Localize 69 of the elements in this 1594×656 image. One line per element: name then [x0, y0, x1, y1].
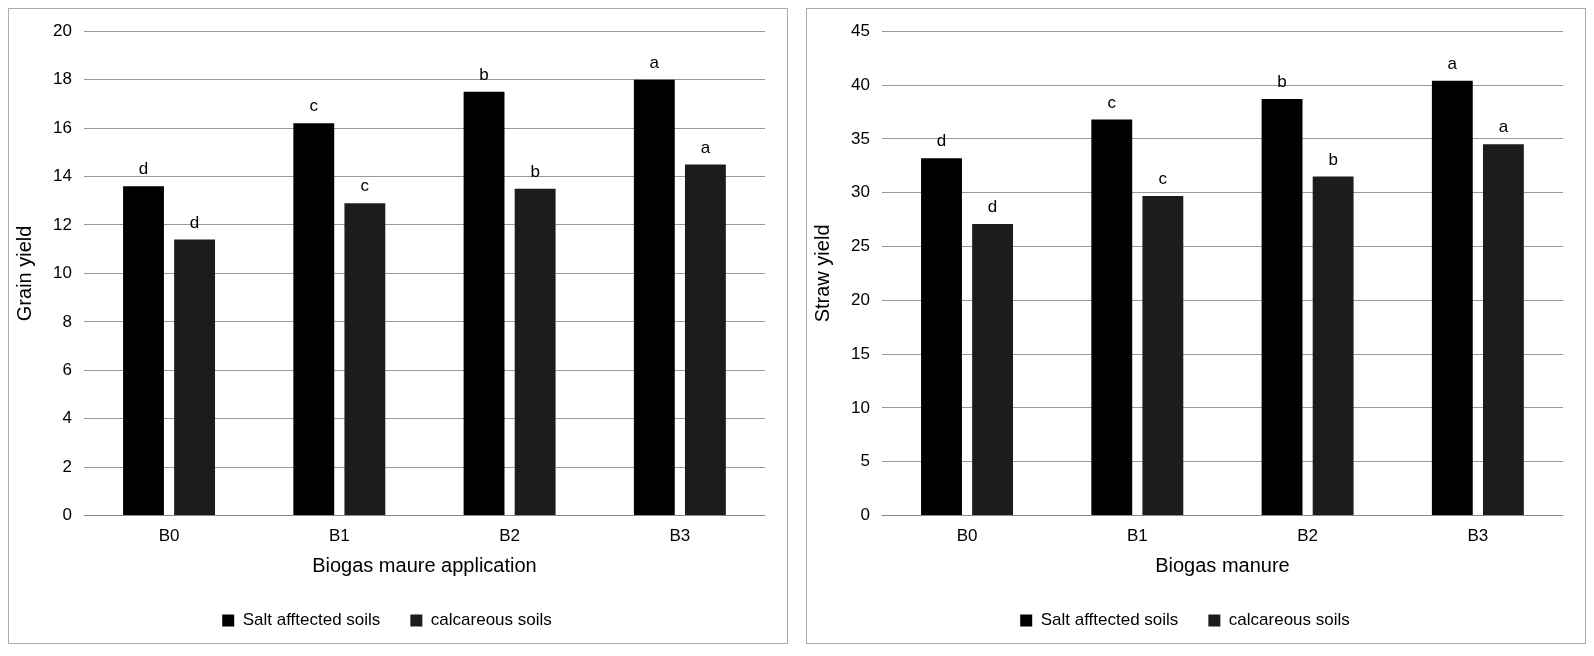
x-tick-label: B1: [328, 526, 350, 546]
y-axis-title: Grain yield: [12, 225, 35, 322]
y-tick-label: 10: [52, 263, 72, 283]
bar: [344, 203, 386, 516]
bar: [684, 164, 726, 516]
legend-label: calcareous soils: [430, 610, 552, 630]
bar: [1091, 119, 1133, 516]
data-label: a: [1498, 117, 1509, 137]
y-tick-label: 4: [62, 408, 72, 428]
y-tick-label: 15: [850, 343, 870, 363]
y-tick-label: 45: [850, 20, 870, 40]
data-label: d: [987, 197, 998, 217]
y-tick-label: 20: [52, 20, 72, 40]
legend-label: calcareous soils: [1228, 610, 1350, 630]
bar: [174, 239, 216, 516]
data-label: d: [936, 131, 947, 151]
data-label: c: [360, 176, 370, 196]
bar: [633, 79, 675, 516]
y-tick-label: 40: [850, 74, 870, 94]
legend-label: Salt afftected soils: [1040, 610, 1179, 630]
x-tick-label: B0: [956, 526, 978, 546]
y-tick-label: 16: [52, 117, 72, 137]
y-tick-label: 2: [62, 456, 72, 476]
y-tick-label: 35: [850, 128, 870, 148]
x-tick-label: B3: [1467, 526, 1489, 546]
bar: [1142, 195, 1184, 516]
bar: [1312, 176, 1354, 516]
x-tick-label: B2: [1297, 526, 1318, 546]
bar: [293, 123, 335, 516]
x-tick-label: B0: [158, 526, 180, 546]
bar: [972, 223, 1014, 516]
y-tick-label: 0: [62, 505, 72, 525]
y-tick-label: 12: [52, 214, 72, 234]
y-tick-label: 20: [850, 290, 870, 309]
data-label: c: [1158, 169, 1168, 189]
bar: [1482, 144, 1524, 516]
y-axis-title: Straw yield: [810, 224, 833, 323]
data-label: a: [1447, 53, 1458, 73]
data-label: b: [479, 64, 489, 84]
x-axis-title: Biogas manure: [1155, 553, 1290, 576]
bar: [463, 91, 505, 516]
bar: [1431, 80, 1473, 516]
bar: [123, 186, 164, 516]
y-tick-label: 8: [62, 311, 72, 331]
x-tick-label: B2: [499, 526, 520, 546]
data-label: a: [649, 52, 660, 72]
bar: [921, 158, 962, 516]
y-tick-label: 10: [850, 397, 870, 417]
y-tick-label: 0: [860, 505, 870, 525]
data-label: b: [530, 161, 540, 181]
x-axis-title: Biogas maure application: [312, 553, 537, 576]
y-tick-label: 25: [850, 236, 870, 256]
data-label: d: [138, 159, 149, 179]
y-tick-label: 14: [52, 166, 72, 186]
data-label: c: [309, 96, 319, 116]
bar: [1261, 99, 1303, 516]
y-tick-label: 6: [62, 359, 72, 379]
x-tick-label: B1: [1126, 526, 1148, 546]
legend-label: Salt afftected soils: [242, 610, 381, 630]
data-label: c: [1107, 92, 1117, 112]
data-label: d: [189, 212, 200, 232]
y-tick-label: 5: [860, 451, 870, 471]
x-tick-label: B3: [669, 526, 691, 546]
data-label: b: [1277, 72, 1287, 92]
data-label: b: [1328, 149, 1338, 169]
y-tick-label: 30: [850, 182, 870, 202]
y-tick-label: 18: [52, 69, 72, 89]
bar: [514, 188, 556, 516]
data-label: a: [700, 137, 711, 157]
